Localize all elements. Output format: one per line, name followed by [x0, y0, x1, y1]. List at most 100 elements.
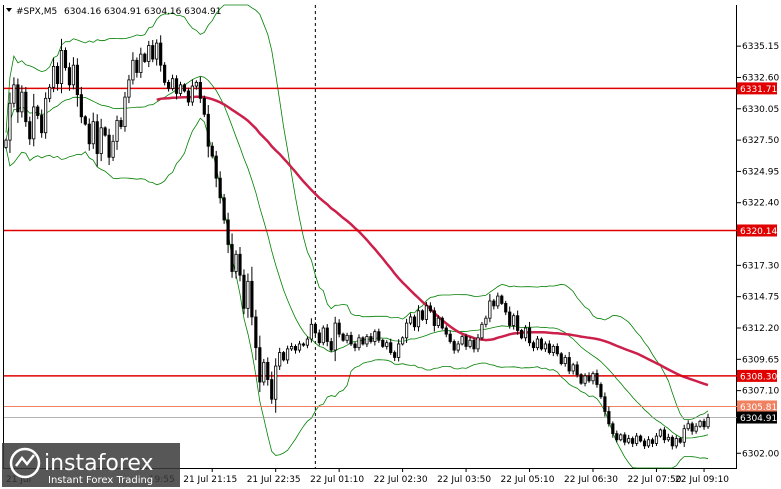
candle-body [79, 94, 83, 118]
time-tick-label: 22 Jul 07:50 [627, 475, 681, 485]
candle-body [301, 343, 306, 346]
candle-body [123, 96, 127, 127]
candle-body [63, 50, 68, 69]
level-price-tag-bg [737, 82, 777, 95]
prev-price-tag: 6305.81 [740, 403, 777, 413]
price-tick-label: 6309.65 [742, 355, 779, 365]
candle-body [48, 86, 52, 99]
candle-body [190, 85, 194, 103]
candle-body [591, 373, 595, 382]
candle-body [32, 106, 36, 140]
price-tick-label: 6317.30 [742, 261, 779, 271]
candle-body [702, 420, 706, 428]
candle-body [305, 338, 310, 346]
price-tick-label: 6314.75 [742, 293, 779, 303]
current-price-tag: 6304.91 [740, 414, 777, 424]
candle-body [520, 330, 524, 339]
candle-body [682, 428, 686, 443]
candle-body [674, 438, 678, 447]
candle-body [214, 155, 218, 179]
candle-body [345, 334, 349, 341]
candle-body [662, 429, 666, 441]
candle-body [373, 331, 377, 342]
candle-body [155, 42, 159, 60]
logo-mark-icon [9, 447, 41, 479]
candle-body [432, 310, 436, 326]
candle-body [44, 97, 48, 134]
candle-body [325, 327, 329, 342]
moving-average [156, 95, 709, 387]
candle-body [583, 375, 587, 384]
candle-body [460, 336, 464, 345]
candle-body [71, 64, 75, 86]
candle-body [484, 317, 488, 325]
candle-body [309, 323, 313, 340]
candle-body [607, 411, 611, 425]
candle-body [623, 434, 627, 443]
candle-body [226, 219, 230, 245]
candle-body [448, 333, 452, 342]
candle-body [436, 317, 440, 326]
candle-body [444, 327, 448, 335]
price-tick-label: 6322.40 [742, 199, 779, 209]
instaforex-logo: instaforex Instant Forex Trading [2, 443, 180, 487]
candle-body [170, 78, 175, 89]
candle-body [91, 121, 95, 145]
candle-body [456, 343, 460, 351]
candle-body [428, 305, 432, 312]
candle-body [639, 435, 643, 442]
candle-body [274, 365, 278, 400]
candle-body [75, 64, 79, 96]
candle-body [492, 300, 496, 307]
candle-body [278, 352, 282, 367]
candle-body [254, 316, 258, 349]
candle-body [4, 139, 8, 148]
candle-body [603, 396, 607, 412]
candle-body [698, 420, 702, 427]
candle-body [686, 423, 690, 430]
time-tick-label: 22 Jul 05:10 [501, 475, 555, 485]
candle-body [103, 127, 107, 136]
candle-body [508, 311, 512, 326]
price-tick-label: 6335.15 [742, 42, 779, 52]
bollinger-lower-line [5, 117, 709, 469]
candle-body [210, 145, 214, 157]
candles [4, 35, 710, 450]
candle-body [12, 84, 16, 104]
candle-body [337, 322, 341, 335]
candle-body [555, 346, 559, 355]
candle-body [627, 438, 631, 443]
candle-body [131, 59, 135, 81]
candle-body [55, 66, 60, 84]
candle-body [480, 323, 484, 339]
candle-body [329, 341, 333, 351]
candle-body [416, 310, 421, 328]
candle-body [119, 120, 123, 127]
candle-body [452, 341, 456, 351]
candle-body [539, 338, 544, 350]
level-price-tag: 6320.14 [740, 227, 777, 237]
dropdown-triangle-icon[interactable] [6, 8, 12, 12]
price-tick-label: 6330.05 [742, 105, 779, 115]
candle-body [333, 322, 337, 351]
candle-body [83, 116, 87, 125]
candle-body [401, 337, 405, 345]
candle-body [198, 81, 202, 99]
logo-tagline: Instant Forex Trading [48, 475, 153, 486]
symbol-label: #SPX,M5 [16, 7, 57, 17]
candle-body [361, 337, 365, 345]
candle-body [167, 81, 171, 89]
candle-body [194, 81, 198, 87]
moving-average-line [156, 95, 709, 387]
price-tick-label: 6302.00 [742, 449, 779, 459]
candle-body [222, 197, 226, 221]
candle-body [139, 53, 143, 73]
candle-body [297, 343, 302, 351]
candle-body [202, 97, 206, 115]
logo-arrow-icon [15, 454, 35, 467]
candle-body [397, 343, 401, 358]
candle-body [206, 113, 210, 147]
